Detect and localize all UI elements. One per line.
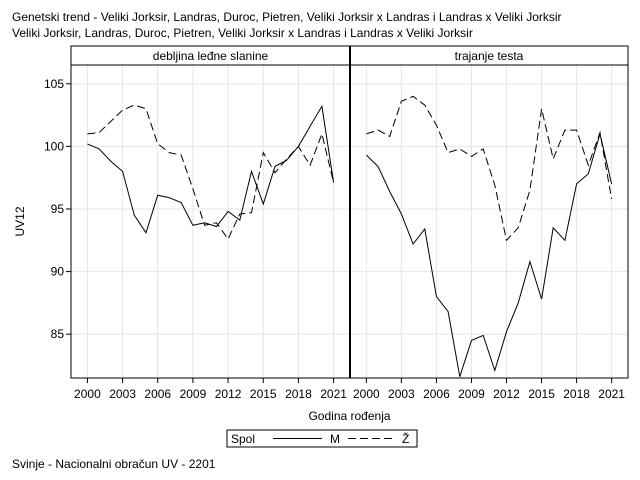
x-tick-label: 2009: [458, 387, 485, 401]
x-tick-label: 2015: [250, 387, 277, 401]
series-line-m: [87, 104, 335, 234]
x-tick-label: 2012: [215, 387, 242, 401]
y-axis-label: UV12: [13, 206, 27, 236]
x-tick-label: 2012: [493, 387, 520, 401]
x-tick-label: 2021: [598, 387, 625, 401]
x-tick-label: 2021: [320, 387, 347, 401]
panel-frame: [70, 64, 351, 379]
panel-frame: [349, 64, 629, 379]
panel-title: debljina leđne slanine: [153, 49, 269, 63]
x-tick-label: 2000: [74, 387, 101, 401]
x-tick-label: 2015: [528, 387, 555, 401]
series-line-m: [366, 131, 613, 377]
chart-title-line-2: Veliki Jorksir, Landras, Duroc, Pietren,…: [12, 26, 473, 40]
x-tick-label: 2006: [144, 387, 171, 401]
x-tick-label: 2006: [423, 387, 450, 401]
x-tick-label: 2003: [109, 387, 136, 401]
series-line-z: [366, 95, 613, 242]
chart-title-line-1: Genetski trend - Veliki Jorksir, Landras…: [12, 10, 562, 24]
series-line-z: [87, 104, 335, 240]
y-tick-label: 95: [51, 202, 65, 216]
x-axis-label: Godina rođenja: [308, 409, 390, 423]
y-tick-label: 100: [44, 139, 64, 153]
x-tick-label: 2003: [388, 387, 415, 401]
x-tick-label: 2018: [563, 387, 590, 401]
y-tick-label: 105: [44, 77, 64, 91]
legend-label-z: Ž: [402, 431, 409, 446]
x-tick-label: 2018: [285, 387, 312, 401]
panel-title: trajanje testa: [455, 49, 524, 63]
footnote: Svinje - Nacionalni obračun UV - 2201: [12, 457, 216, 471]
y-tick-label: 85: [51, 327, 65, 341]
y-tick-label: 90: [51, 265, 65, 279]
legend-label-m: M: [330, 432, 340, 446]
x-tick-label: 2000: [353, 387, 380, 401]
x-tick-label: 2009: [180, 387, 207, 401]
legend-title: Spol: [231, 432, 255, 446]
